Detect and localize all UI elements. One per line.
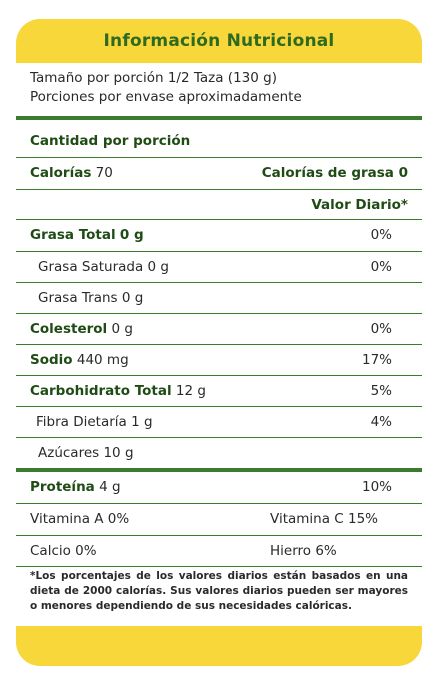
divider-thick (16, 468, 422, 472)
nutrient-row-saturated-fat: Grasa Saturada 0 g 0% (16, 252, 422, 283)
divider (16, 535, 422, 536)
amount-header: Cantidad por porción (30, 133, 191, 149)
fat-calories: Calorías de grasa 0 (261, 165, 408, 181)
divider (16, 251, 422, 252)
nutrient-amount: 12 g (175, 383, 206, 399)
divider (16, 503, 422, 504)
nutrient-row-fiber: Fibra Dietaría 1 g 4% (16, 407, 422, 438)
nutrient-label: Azúcares (38, 445, 100, 461)
serving-size: Tamaño por porción 1/2 Taza (130 g) (30, 70, 277, 86)
divider (16, 157, 422, 158)
divider (16, 344, 422, 345)
nutrient-dv: 0% (370, 259, 392, 275)
nutrient-dv: 4% (370, 414, 392, 430)
nutrient-row-sodium: Sodio 440 mg 17% (16, 345, 422, 376)
serving-info: Tamaño por porción 1/2 Taza (130 g) Porc… (30, 69, 302, 107)
calories-label: Calorías (30, 165, 92, 181)
nutrient-amount: 0 g (147, 259, 169, 275)
nutrient-dv: 0% (370, 227, 392, 243)
vitamin-right: Vitamina C 15% (270, 511, 378, 527)
divider (16, 375, 422, 376)
nutrient-amount: 440 mg (76, 352, 129, 368)
nutrient-label: Proteína (30, 479, 95, 495)
nutrient-row-sugars: Azúcares 10 g (16, 438, 422, 469)
divider (16, 219, 422, 220)
nutrient-row-total-carbohydrate: Carbohidrato Total 12 g 5% (16, 376, 422, 407)
nutrient-row-cholesterol: Colesterol 0 g 0% (16, 314, 422, 345)
label-title: Información Nutricional (103, 31, 335, 51)
divider (16, 313, 422, 314)
divider (16, 437, 422, 438)
nutrient-label: Grasa Trans (38, 290, 118, 306)
nutrient-dv: 5% (370, 383, 392, 399)
divider (16, 189, 422, 190)
nutrition-panel: Tamaño por porción 1/2 Taza (130 g) Porc… (16, 63, 422, 626)
nutrient-label: Colesterol (30, 321, 108, 337)
nutrient-dv: 10% (361, 479, 392, 495)
nutrient-row-trans-fat: Grasa Trans 0 g (16, 283, 422, 314)
vitamin-left: Vitamina A 0% (30, 511, 130, 527)
mineral-right: Hierro 6% (270, 543, 337, 559)
nutrient-amount: 1 g (131, 414, 153, 430)
nutrient-label: Carbohidrato Total (30, 383, 172, 399)
nutrient-label: Grasa Saturada (38, 259, 144, 275)
calories-row: Calorías 70 Calorías de grasa 0 (16, 158, 422, 189)
daily-value-footnote: *Los porcentajes de los valores diarios … (30, 570, 408, 612)
nutrient-row-protein: Proteína 4 g 10% (16, 472, 422, 503)
amount-per-serving-row: Cantidad por porción (16, 126, 422, 157)
divider-thick (16, 116, 422, 120)
nutrient-amount: 4 g (99, 479, 121, 495)
nutrient-amount: 10 g (103, 445, 134, 461)
daily-value-header: Valor Diario* (311, 197, 408, 213)
vitamin-row: Vitamina A 0% Vitamina C 15% (16, 504, 422, 535)
nutrient-amount: 0 g (119, 227, 144, 243)
daily-value-header-row: Valor Diario* (16, 190, 422, 221)
mineral-row: Calcio 0% Hierro 6% (16, 536, 422, 567)
servings-per-container: Porciones por envase aproximadamente (30, 89, 302, 105)
nutrient-label: Sodio (30, 352, 73, 368)
nutrition-label-card: Información Nutricional Tamaño por porci… (16, 19, 422, 666)
nutrient-dv: 0% (370, 321, 392, 337)
divider (16, 406, 422, 407)
calories-value: 70 (95, 165, 113, 181)
nutrient-dv: 17% (361, 352, 392, 368)
nutrient-amount: 0 g (111, 321, 133, 337)
nutrient-label: Fibra Dietaría (36, 414, 127, 430)
divider (16, 566, 422, 567)
nutrient-label: Grasa Total (30, 227, 116, 243)
nutrient-row-total-fat: Grasa Total 0 g 0% (16, 220, 422, 251)
mineral-left: Calcio 0% (30, 543, 97, 559)
nutrient-amount: 0 g (121, 290, 144, 306)
divider (16, 282, 422, 283)
